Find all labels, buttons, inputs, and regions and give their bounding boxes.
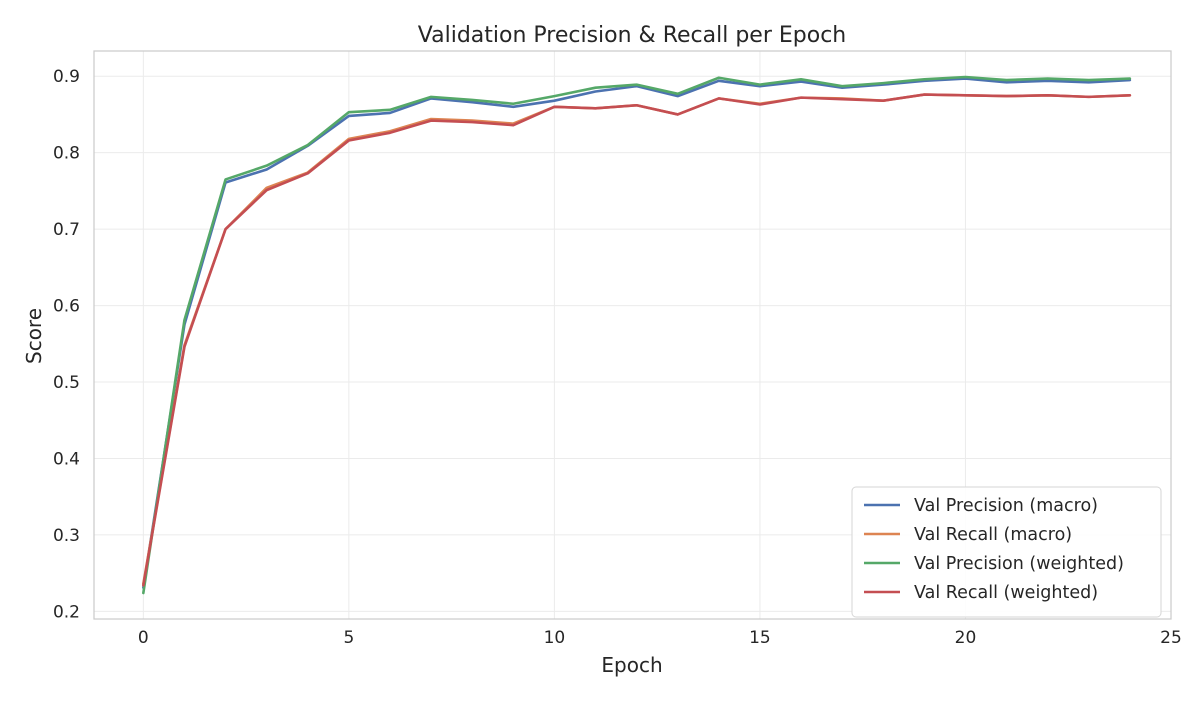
chart-title: Validation Precision & Recall per Epoch bbox=[418, 23, 846, 48]
series-lines bbox=[142, 75, 1132, 595]
legend-entry: Val Precision (weighted) bbox=[914, 554, 1124, 574]
x-tick-label: 15 bbox=[749, 628, 771, 648]
series-line-3 bbox=[142, 93, 1132, 587]
x-tick-label: 20 bbox=[955, 628, 977, 648]
y-tick-label: 0.5 bbox=[53, 373, 80, 393]
legend-box bbox=[851, 486, 1162, 618]
y-tick-label: 0.2 bbox=[53, 602, 80, 622]
x-tick-label: 10 bbox=[544, 628, 566, 648]
y-tick-label: 0.4 bbox=[53, 449, 80, 469]
y-tick-label: 0.8 bbox=[53, 144, 80, 164]
legend: Val Precision (macro) Val Recall (macro) V… bbox=[851, 486, 1162, 618]
y-tick-label: 0.9 bbox=[53, 67, 80, 87]
x-axis-title: Epoch bbox=[601, 653, 662, 677]
tick-labels: 0 5 10 15 20 25 0.2 0.3 0.4 0.5 0.6 0.7 0.8 0.9 bbox=[53, 67, 1182, 648]
legend-entry: Val Recall (macro) bbox=[914, 525, 1072, 545]
legend-entry: Val Precision (macro) bbox=[914, 496, 1098, 516]
x-tick-label: 5 bbox=[343, 628, 354, 648]
legend-entry: Val Recall (weighted) bbox=[914, 583, 1098, 603]
y-axis-title: Score bbox=[22, 308, 46, 364]
x-tick-label: 25 bbox=[1160, 628, 1182, 648]
plot-frame bbox=[93, 50, 1172, 620]
x-tick-label: 0 bbox=[138, 628, 149, 648]
y-tick-label: 0.3 bbox=[53, 526, 80, 546]
series-line-2 bbox=[142, 75, 1132, 595]
y-tick-label: 0.7 bbox=[53, 220, 80, 240]
y-tick-label: 0.6 bbox=[53, 297, 80, 317]
